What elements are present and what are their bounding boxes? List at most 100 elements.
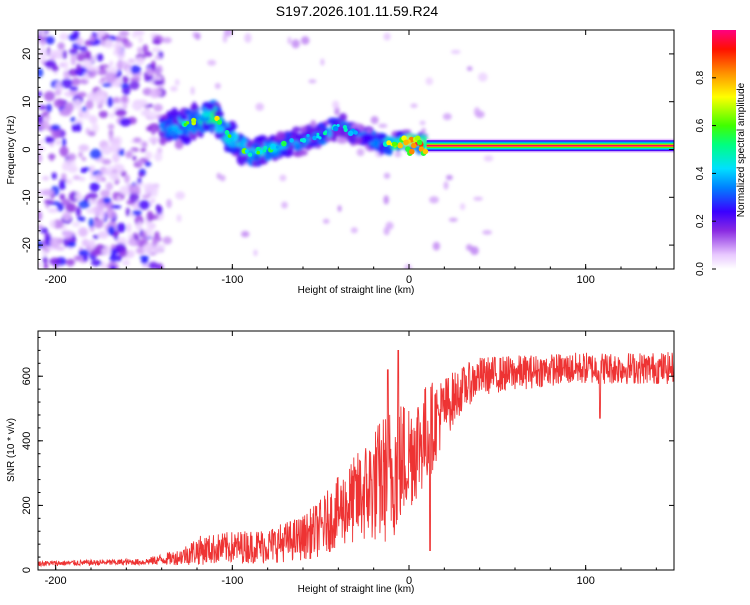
noise-blob bbox=[61, 173, 67, 181]
noise-blob bbox=[101, 145, 112, 155]
noise-blob bbox=[65, 258, 75, 266]
signal-core bbox=[391, 141, 397, 147]
noise-blob bbox=[107, 123, 115, 130]
noise-blob bbox=[140, 147, 147, 153]
noise-blob bbox=[478, 72, 488, 82]
noise-blob bbox=[125, 207, 131, 217]
noise-blob bbox=[63, 70, 69, 77]
signal-core bbox=[316, 132, 320, 136]
noise-blob bbox=[56, 202, 64, 212]
colorbar-gradient bbox=[712, 30, 736, 269]
noise-blob bbox=[72, 221, 81, 228]
noise-blob bbox=[38, 210, 43, 222]
noise-blob bbox=[88, 131, 96, 137]
noise-blob bbox=[410, 103, 418, 108]
noise-blob bbox=[473, 107, 481, 117]
noise-blob bbox=[72, 30, 80, 40]
noise-blob bbox=[42, 189, 54, 197]
noise-blob bbox=[82, 254, 88, 262]
colorbar-label: Normalized spectral amplitude bbox=[736, 82, 747, 217]
noise-blob bbox=[223, 30, 233, 37]
noise-blob bbox=[40, 30, 46, 38]
noise-blob bbox=[100, 77, 106, 82]
spectrogram-ylabel: Frequency (Hz) bbox=[6, 116, 17, 185]
transition-blob bbox=[403, 139, 409, 146]
noise-blob bbox=[78, 176, 86, 182]
noise-blob bbox=[404, 264, 412, 269]
snr-series-line bbox=[38, 349, 674, 568]
signal-blob bbox=[292, 126, 302, 133]
signal-blob bbox=[252, 153, 260, 161]
noise-blob bbox=[190, 86, 195, 96]
noise-blob bbox=[75, 122, 82, 132]
noise-blob bbox=[466, 66, 473, 71]
signal-blob bbox=[251, 160, 257, 167]
noise-blob bbox=[113, 41, 123, 52]
signal-blob bbox=[232, 132, 239, 142]
noise-blob bbox=[141, 194, 151, 199]
noise-blob bbox=[207, 59, 217, 66]
signal-core bbox=[332, 125, 339, 132]
spectrogram-ytick-label: 10 bbox=[21, 96, 33, 108]
signal-core bbox=[353, 130, 358, 135]
noise-blob bbox=[76, 63, 81, 73]
noise-blob bbox=[92, 234, 99, 240]
noise-blob bbox=[112, 191, 118, 201]
noise-blob bbox=[81, 238, 90, 247]
noise-blob bbox=[137, 177, 142, 184]
noise-blob bbox=[129, 80, 140, 90]
signal-core bbox=[301, 138, 307, 143]
spectrogram-ytick-label: 0 bbox=[21, 146, 33, 152]
signal-blob bbox=[338, 113, 347, 122]
signal-core bbox=[347, 130, 354, 137]
noise-blob bbox=[287, 36, 292, 45]
noise-blob bbox=[43, 91, 55, 102]
noise-blob bbox=[64, 60, 69, 71]
noise-blob bbox=[89, 148, 102, 160]
noise-blob bbox=[450, 49, 461, 54]
noise-blob bbox=[394, 151, 402, 158]
noise-blob bbox=[39, 40, 47, 45]
noise-blob bbox=[44, 115, 51, 121]
colorbar-ticks: 0.0 0.2 0.4 0.6 0.8 bbox=[695, 70, 716, 276]
noise-blob bbox=[43, 199, 54, 204]
signal-core bbox=[289, 138, 294, 143]
signal-core bbox=[275, 145, 279, 149]
noise-blob bbox=[146, 210, 154, 222]
noise-blob bbox=[151, 126, 156, 136]
noise-blob bbox=[119, 117, 131, 127]
noise-blob bbox=[130, 64, 142, 74]
signal-core bbox=[185, 121, 190, 125]
noise-blob bbox=[114, 110, 124, 116]
noise-blob bbox=[70, 117, 76, 122]
noise-blob bbox=[64, 159, 76, 167]
noise-blob bbox=[154, 55, 161, 60]
noise-blob bbox=[91, 123, 99, 134]
noise-blob bbox=[70, 54, 77, 66]
noise-blob bbox=[131, 32, 138, 39]
noise-blob bbox=[38, 68, 44, 78]
noise-blob bbox=[123, 104, 128, 110]
transition-blob bbox=[414, 135, 421, 142]
noise-blob bbox=[117, 151, 125, 157]
noise-blob bbox=[123, 41, 133, 48]
noise-blob bbox=[79, 45, 88, 53]
noise-blob bbox=[132, 209, 142, 216]
noise-blob bbox=[153, 103, 163, 112]
noise-blob bbox=[104, 209, 116, 219]
noise-blob bbox=[77, 216, 86, 222]
noise-blob bbox=[116, 61, 124, 70]
noise-blob bbox=[90, 259, 102, 267]
noise-blob bbox=[144, 151, 153, 160]
noise-blob bbox=[81, 113, 92, 120]
signal-blob bbox=[363, 133, 373, 144]
noise-blob bbox=[482, 230, 492, 235]
noise-blob bbox=[73, 99, 82, 110]
snr-ytick-label: 0 bbox=[21, 567, 33, 573]
spectrogram-marks bbox=[38, 30, 674, 269]
signal-blob bbox=[318, 128, 323, 133]
colorbar-tick-label: 0.0 bbox=[695, 262, 706, 276]
signal-blob bbox=[278, 149, 289, 156]
